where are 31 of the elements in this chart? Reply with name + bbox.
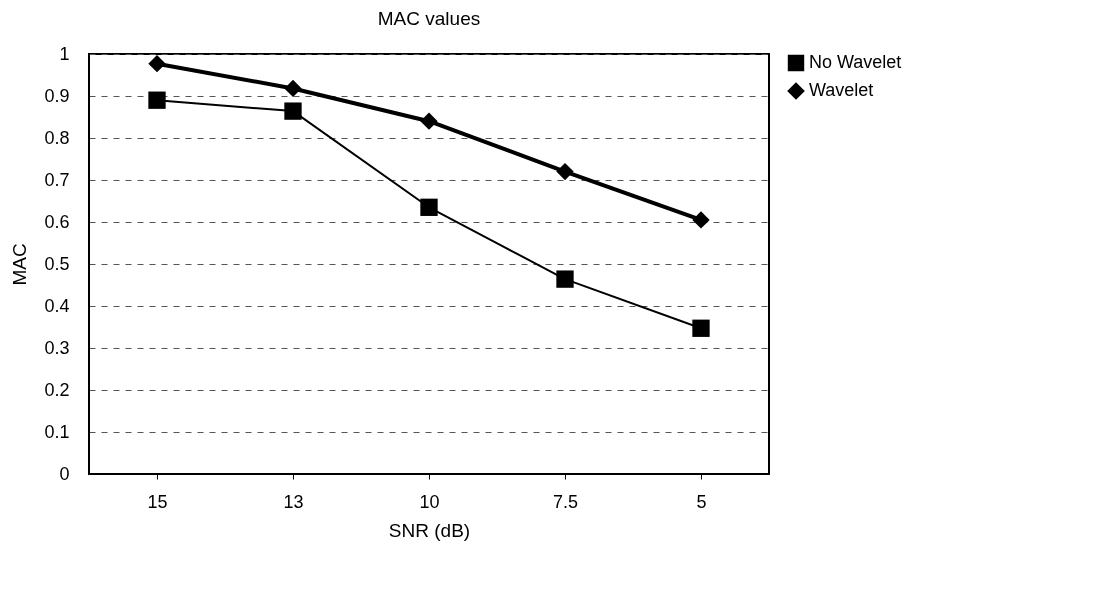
- y-tick-label: 0.6: [44, 211, 70, 232]
- y-tick-label: 0.7: [44, 169, 70, 190]
- legend-label: No Wavelet: [809, 52, 902, 72]
- point: [556, 270, 574, 288]
- point: [420, 198, 438, 216]
- y-axis-title: MAC: [9, 243, 31, 286]
- y-tick-label: 0.2: [44, 379, 70, 400]
- point: [556, 162, 574, 181]
- x-tick-label: 5: [696, 491, 707, 512]
- y-tick-label: 0.1: [44, 421, 70, 442]
- y-tick-label: 1: [59, 43, 70, 64]
- x-tick-label: 13: [283, 491, 304, 512]
- chart-title: MAC values: [377, 8, 481, 29]
- legend-label: Wavelet: [809, 80, 874, 100]
- point: [284, 79, 302, 98]
- y-tick-label: 0.9: [44, 85, 70, 106]
- point: [148, 55, 166, 73]
- y-tick-label: 0.3: [44, 337, 70, 358]
- point: [692, 211, 710, 229]
- point: [692, 319, 710, 337]
- y-tick-label: 0.4: [44, 295, 70, 316]
- point: [284, 102, 302, 120]
- x-tick-label: 10: [419, 491, 440, 512]
- x-tick-label: 15: [147, 491, 168, 512]
- y-tick-label: 0.5: [44, 253, 70, 274]
- y-tick-label: 0.8: [44, 127, 70, 148]
- point: [420, 112, 438, 130]
- point: [148, 91, 166, 109]
- x-axis-title: SNR (dB): [388, 519, 471, 541]
- x-tick-label: 7.5: [552, 491, 579, 512]
- y-tick-label: 0: [59, 463, 70, 484]
